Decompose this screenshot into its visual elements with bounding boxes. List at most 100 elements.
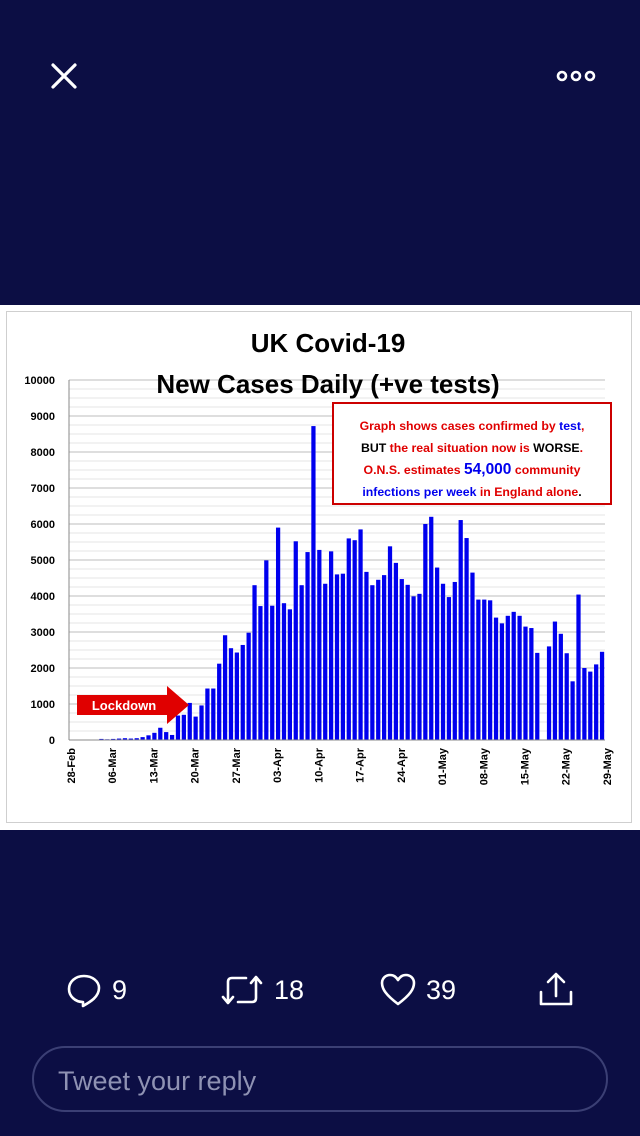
bar [440,583,446,740]
heart-icon [380,973,416,1006]
bar [317,549,322,740]
bar [346,538,351,740]
bar [240,644,245,740]
share-action[interactable] [536,968,576,1012]
bar [393,562,399,740]
bar [287,609,292,740]
bar [499,623,505,740]
bar [352,540,357,740]
bar [382,575,387,740]
bar [305,552,310,740]
bar [205,688,210,740]
reply-input[interactable] [56,1060,580,1102]
chart-svg: 0 1000 2000 3000 4000 5000 6000 7000 8000 9000 100… [24,328,614,785]
bar [476,599,481,740]
bar [146,735,151,740]
y-tick-label: 1000 [31,699,55,711]
bar [552,621,558,740]
like-count: 39 [426,974,457,1005]
bar [594,664,599,740]
bar [417,593,422,740]
bar [293,541,298,740]
bar [505,615,510,740]
lockdown-arrow [77,686,189,724]
bar [122,738,128,740]
chart-annotation-box: Graph shows cases confirmed by test, BUT … [332,402,612,505]
bar [423,524,428,740]
bar [482,599,487,740]
bar [576,594,581,740]
x-tick-label: 01-May [437,747,449,785]
chart-image: 0 1000 2000 3000 4000 5000 6000 7000 8000 9000 100… [6,311,632,823]
bar [493,617,499,740]
bar [464,538,469,740]
y-axis-ticks: 0 1000 2000 3000 4000 5000 6000 7000 8000 9000 100… [24,375,55,747]
bar [452,581,457,740]
x-tick-label: 03-Apr [272,747,284,783]
retweet-count: 18 [274,974,305,1005]
annotation-text: test [559,419,581,433]
x-tick-label: 29-May [602,747,614,785]
chart-axes [68,380,605,741]
retweet-action[interactable]: 18 [220,968,304,1012]
x-tick-label: 28-Feb [66,748,78,784]
annotation-text: . [580,441,583,455]
y-tick-label: 7000 [31,483,55,495]
chart-subtitle: New Cases Daily (+ve tests) [156,369,499,399]
bar [470,572,475,740]
bar [222,635,228,740]
reply-icon [67,974,101,1008]
annotation-line: Graph shows cases confirmed by test, [360,419,585,433]
lockdown-label: Lockdown [92,698,156,713]
bar [140,737,145,740]
annotation-text: the real situation now is [390,441,534,455]
reply-box[interactable] [32,1046,608,1112]
x-tick-label: 17-Apr [355,747,367,783]
x-tick-label: 15-May [519,747,531,785]
retweet-icon [221,975,263,1005]
y-tick-label: 4000 [31,591,55,603]
more-options-button[interactable] [552,58,600,94]
bar [364,571,369,740]
bar [599,651,605,740]
annotation-text: Graph shows cases confirmed by [360,419,560,433]
bar [164,732,169,740]
bar [435,567,440,740]
annotation-line: BUT the real situation now is WORSE. [361,441,583,455]
bar [152,732,157,740]
bar [340,573,346,740]
bar [405,584,410,740]
annotation-text: . [578,485,581,499]
annotation-text: BUT [361,441,390,455]
bar [334,574,340,740]
bar [234,652,239,740]
y-tick-label: 2000 [31,663,55,675]
close-icon [51,63,77,89]
bar [187,702,192,740]
bar [511,611,516,740]
bar [258,606,263,740]
annotation-text: in England alone [480,485,579,499]
like-action[interactable]: 39 [380,968,456,1012]
x-tick-label: 13-Mar [148,747,160,783]
bar [193,716,198,740]
bar [264,560,269,740]
x-tick-label: 20-Mar [190,747,202,783]
bar [570,681,575,740]
bar [181,714,186,740]
bar [252,585,257,740]
close-button[interactable] [44,56,84,96]
bar [523,626,528,740]
annotation-line: O.N.S. estimates 54,000 community [364,461,581,478]
bar [128,738,133,740]
bar [281,603,287,740]
bar [299,585,304,740]
more-horizontal-icon [556,70,596,82]
bar [588,671,593,740]
tweet-media[interactable]: 0 1000 2000 3000 4000 5000 6000 7000 8000 9000 100… [0,305,640,830]
bar [446,597,452,740]
bar [370,585,375,740]
reply-count: 9 [112,974,128,1005]
bar [358,529,363,740]
reply-action[interactable]: 9 [66,968,127,1012]
